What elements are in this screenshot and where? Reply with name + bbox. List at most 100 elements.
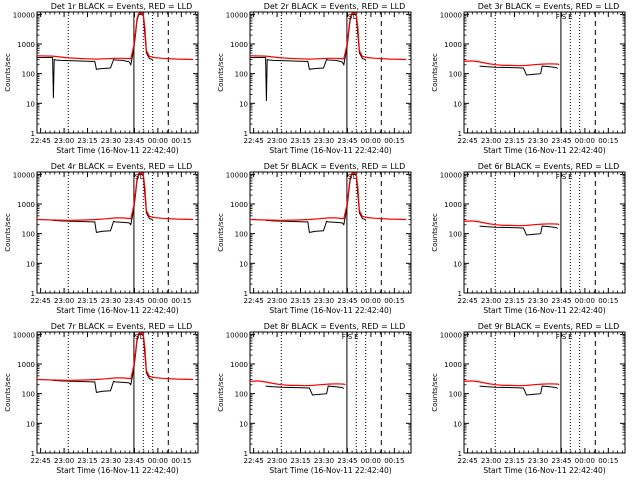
x-tick-label: 22:45 [244,137,264,145]
y-tick-label: 10000 [226,331,248,339]
plot-frame [249,171,412,294]
x-tick-label: 23:45 [337,457,357,465]
subplot-det-5: Det 5r BLACK = Events, RED = LLD 1 10 100 10… [217,162,412,315]
x-tick-label: 23:30 [314,297,334,305]
flag-label: S [348,13,353,21]
x-tick-label: 23:30 [101,297,121,305]
y-tick-label: 1000 [444,201,462,209]
y-tick-label: 1 [458,130,462,138]
x-tick-label: 23:15 [77,137,97,145]
y-tick-label: 1000 [17,361,35,369]
flag-label: L [353,13,357,21]
x-tick-label: 00:15 [598,297,618,305]
x-axis-label: Start Time (16-Nov-11 22:42:40) [56,146,178,155]
y-tick-label: 1 [31,130,35,138]
y-axis-label: Counts/sec [431,53,439,92]
y-tick-label: 10000 [440,11,462,19]
y-tick-label: 1000 [230,361,248,369]
y-axis-label: Counts/sec [217,213,225,252]
plot-frame [463,331,626,454]
y-tick-label: 10000 [13,331,35,339]
series-lld [36,172,194,222]
x-tick-label: 22:45 [458,297,478,305]
y-tick-label: 10 [26,260,35,268]
plot-title: Det 5r BLACK = Events, RED = LLD [264,162,406,171]
x-tick-label: 23:45 [337,297,357,305]
y-tick-label: 10000 [226,171,248,179]
x-tick-label: 23:30 [528,137,548,145]
x-tick-label: 23:15 [290,297,310,305]
series-events [250,13,366,102]
x-tick-label: 23:45 [337,137,357,145]
plot-frame [249,11,412,134]
y-tick-label: 100 [22,71,35,79]
x-tick-label: 22:45 [244,457,264,465]
series-events [479,225,559,236]
plot-frame [249,331,412,454]
x-tick-label: 23:00 [267,137,287,145]
x-tick-label: 00:00 [361,297,381,305]
series-lld [249,12,407,61]
series-lld [249,172,407,222]
x-tick-label: 22:45 [31,457,51,465]
x-tick-label: 23:15 [504,297,524,305]
y-tick-label: 10 [26,100,35,108]
x-tick-label: 23:15 [77,297,97,305]
subplot-det-8: Det 8r BLACK = Events, RED = LLD 1 10 100 10… [217,322,412,475]
x-tick-label: 23:00 [267,297,287,305]
x-axis-label: Start Time (16-Nov-11 22:42:40) [269,306,391,315]
y-axis-label: Counts/sec [217,373,225,412]
plot-frame [463,11,626,134]
x-tick-label: 00:15 [171,297,191,305]
series-lld [463,380,560,387]
flag-label: L [140,173,144,181]
y-tick-label: 100 [449,231,462,239]
series-events [52,173,153,233]
x-tick-label: 23:15 [77,457,97,465]
y-tick-label: 100 [449,71,462,79]
subplot-det-9: Det 9r BLACK = Events, RED = LLD 1 10 100 10… [431,322,626,475]
x-axis-label: Start Time (16-Nov-11 22:42:40) [56,306,178,315]
flag-label: F [342,333,346,341]
flag-label: F [556,333,560,341]
plot-title: Det 6r BLACK = Events, RED = LLD [478,162,620,171]
flag-label: F [556,13,560,21]
plot-title: Det 8r BLACK = Events, RED = LLD [264,322,406,331]
flag-label: L [353,173,357,181]
y-axis-label: Counts/sec [217,53,225,92]
x-tick-label: 23:00 [54,297,74,305]
x-tick-label: 00:00 [148,457,168,465]
x-tick-label: 00:00 [575,297,595,305]
y-tick-label: 1000 [230,41,248,49]
y-axis-label: Counts/sec [4,213,12,252]
y-tick-label: 100 [449,391,462,399]
x-tick-label: 00:15 [384,297,404,305]
x-axis-label: Start Time (16-Nov-11 22:42:40) [56,466,178,475]
subplot-det-1: Det 1r BLACK = Events, RED = LLD 1 10 100 10… [4,2,199,155]
x-tick-label: 23:00 [481,137,501,145]
y-tick-label: 10 [26,420,35,428]
y-axis-label: Counts/sec [431,213,439,252]
y-tick-label: 1 [458,290,462,298]
x-tick-label: 00:00 [575,137,595,145]
x-axis-label: Start Time (16-Nov-11 22:42:40) [483,146,605,155]
x-tick-label: 00:15 [171,137,191,145]
y-axis-label: Counts/sec [4,373,12,412]
flag-label: S [562,173,567,181]
plot-title: Det 9r BLACK = Events, RED = LLD [478,322,620,331]
series-lld [36,332,194,382]
x-tick-label: 23:15 [504,137,524,145]
series-events [265,385,345,396]
x-axis-label: Start Time (16-Nov-11 22:42:40) [483,466,605,475]
x-tick-label: 23:30 [314,137,334,145]
subplot-det-2: Det 2r BLACK = Events, RED = LLD 1 10 100 10… [217,2,412,155]
y-tick-label: 10 [453,260,462,268]
x-tick-label: 23:30 [528,457,548,465]
x-tick-label: 23:45 [124,457,144,465]
x-tick-label: 23:00 [481,297,501,305]
x-tick-label: 23:45 [551,137,571,145]
y-tick-label: 10 [239,100,248,108]
x-tick-label: 23:00 [54,457,74,465]
y-tick-label: 100 [22,231,35,239]
